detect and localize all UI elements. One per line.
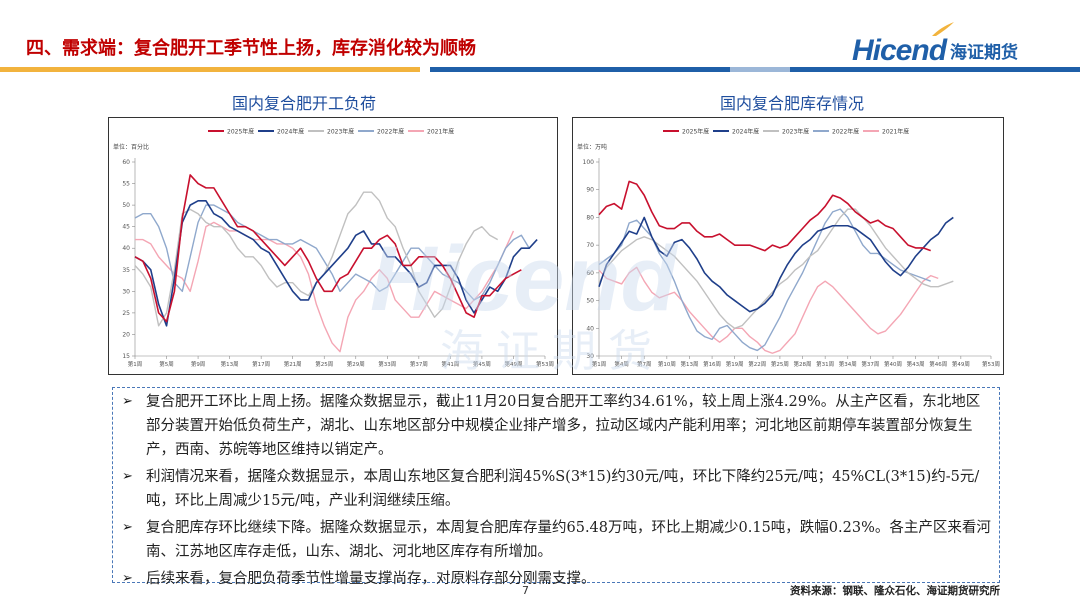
list-item: ➢ 后续来看，复合肥负荷季节性增量支撑尚存，对原料存部分刚需支撑。 <box>122 567 994 591</box>
legend-label: 2024年度 <box>732 128 759 136</box>
legend-label: 2023年度 <box>327 128 354 136</box>
y-tick-label: 35 <box>122 267 130 274</box>
series-line-2024年度 <box>134 200 538 327</box>
arrow-bullet-icon: ➢ <box>122 469 133 484</box>
list-item: ➢ 复合肥库存环比继续下降。据隆众数据显示，本周复合肥库存量约65.48万吨，环比… <box>122 516 994 564</box>
x-tick-label: 第31周 <box>816 360 834 368</box>
x-tick-label: 第46周 <box>929 360 947 368</box>
series-line-2024年度 <box>598 216 954 313</box>
y-tick-label: 50 <box>586 298 594 305</box>
y-tick-label: 20 <box>122 331 130 338</box>
header-bar-seg-4 <box>790 67 1080 72</box>
x-tick-label: 第33周 <box>378 360 396 368</box>
legend-label: 2025年度 <box>682 128 709 136</box>
series-line-2022年度 <box>134 204 530 301</box>
x-tick-label: 第43周 <box>907 360 925 368</box>
y-tick-label: 15 <box>122 353 130 360</box>
y-tick-label: 45 <box>122 224 130 231</box>
header-bar-seg-1 <box>0 67 420 72</box>
legend-label: 2022年度 <box>832 128 859 136</box>
y-tick-label: 70 <box>586 242 594 249</box>
x-tick-label: 第1周 <box>592 360 607 368</box>
x-tick-label: 第25周 <box>315 360 333 368</box>
x-tick-label: 第49周 <box>504 360 522 368</box>
list-item: ➢ 复合肥开工环比上周上扬。据隆众数据显示，截止11月20日复合肥开工率约34.6… <box>122 390 994 462</box>
y-tick-label: 80 <box>586 214 594 221</box>
x-tick-label: 第21周 <box>284 360 302 368</box>
page-title: 四、需求端：复合肥开工季节性上扬，库存消化较为顺畅 <box>26 38 476 59</box>
arrow-bullet-icon: ➢ <box>122 394 133 409</box>
source-note: 资料来源：钢联、隆众石化、海证期货研究所 <box>790 585 1000 597</box>
legend-label: 2022年度 <box>377 128 404 136</box>
x-tick-label: 第7周 <box>637 360 652 368</box>
chart-inventory: 2025年度 2024年度 2023年度 2022年度 2021年度单位：万吨 30 40 5… <box>572 117 1004 375</box>
chart-operating-rate: 2025年度 2024年度 2023年度 2022年度 2021年度单位：百分比 15 20… <box>108 117 558 375</box>
x-tick-label: 第41周 <box>441 360 459 368</box>
x-tick-label: 第4周 <box>614 360 629 368</box>
x-tick-label: 第53周 <box>982 360 1000 368</box>
x-tick-label: 第10周 <box>658 360 676 368</box>
x-tick-label: 第37周 <box>410 360 428 368</box>
unit-label: 单位：百分比 <box>113 143 149 151</box>
y-tick-label: 50 <box>122 202 130 209</box>
unit-label: 单位：万吨 <box>577 143 607 151</box>
x-tick-label: 第16周 <box>703 360 721 368</box>
commentary-list: ➢ 复合肥开工环比上周上扬。据隆众数据显示，截止11月20日复合肥开工率约34.6… <box>122 390 994 594</box>
x-tick-label: 第25周 <box>771 360 789 368</box>
legend-label: 2023年度 <box>782 128 809 136</box>
x-tick-label: 第13周 <box>221 360 239 368</box>
y-tick-label: 60 <box>122 159 130 166</box>
x-tick-label: 第29周 <box>347 360 365 368</box>
x-tick-label: 第22周 <box>748 360 766 368</box>
legend-label: 2025年度 <box>227 128 254 136</box>
y-tick-label: 60 <box>586 270 594 277</box>
x-tick-label: 第40周 <box>884 360 902 368</box>
logo-wordmark: Hicend <box>852 34 947 67</box>
commentary-box <box>112 387 1000 583</box>
arrow-bullet-icon: ➢ <box>122 520 133 535</box>
x-tick-label: 第17周 <box>252 360 270 368</box>
y-tick-label: 90 <box>586 187 594 194</box>
x-tick-label: 第49周 <box>952 360 970 368</box>
x-tick-label: 第5周 <box>159 360 174 368</box>
legend-label: 2021年度 <box>882 128 909 136</box>
x-tick-label: 第37周 <box>861 360 879 368</box>
series-line-2021年度 <box>598 266 939 354</box>
series-line-2023年度 <box>598 208 954 329</box>
x-tick-label: 第28周 <box>794 360 812 368</box>
header-bar-seg-3 <box>730 67 790 72</box>
x-tick-label: 第1周 <box>128 360 143 368</box>
x-tick-label: 第34周 <box>839 360 857 368</box>
page-number: 7 <box>522 584 529 597</box>
x-tick-label: 第45周 <box>473 360 491 368</box>
x-tick-label: 第9周 <box>191 360 206 368</box>
x-tick-label: 第53周 <box>536 360 554 368</box>
y-tick-label: 40 <box>586 325 594 332</box>
y-tick-label: 40 <box>122 245 130 252</box>
legend-label: 2021年度 <box>427 128 454 136</box>
chart-title-left: 国内复合肥开工负荷 <box>232 94 377 113</box>
y-tick-label: 25 <box>122 310 130 317</box>
logo-chinese: 海证期货 <box>950 43 1019 63</box>
x-tick-label: 第13周 <box>680 360 698 368</box>
y-tick-label: 55 <box>122 181 130 188</box>
x-tick-label: 第19周 <box>726 360 744 368</box>
series-line-2025年度 <box>598 180 931 252</box>
series-line-2025年度 <box>134 174 522 323</box>
legend-label: 2024年度 <box>277 128 304 136</box>
y-tick-label: 100 <box>583 159 595 166</box>
series-line-2021年度 <box>135 221 515 353</box>
arrow-bullet-icon: ➢ <box>122 571 133 586</box>
y-tick-label: 30 <box>586 353 594 360</box>
logo-wing-icon <box>932 22 954 36</box>
list-item: ➢ 利润情况来看，据隆众数据显示，本周山东地区复合肥利润45%S(3*15)约30… <box>122 465 994 513</box>
y-tick-label: 30 <box>122 288 130 295</box>
company-logo: Hicend 海证期货 <box>852 22 1019 67</box>
header-bar <box>0 67 1080 72</box>
chart-title-right: 国内复合肥库存情况 <box>720 94 865 113</box>
header-bar-seg-2 <box>430 67 730 72</box>
